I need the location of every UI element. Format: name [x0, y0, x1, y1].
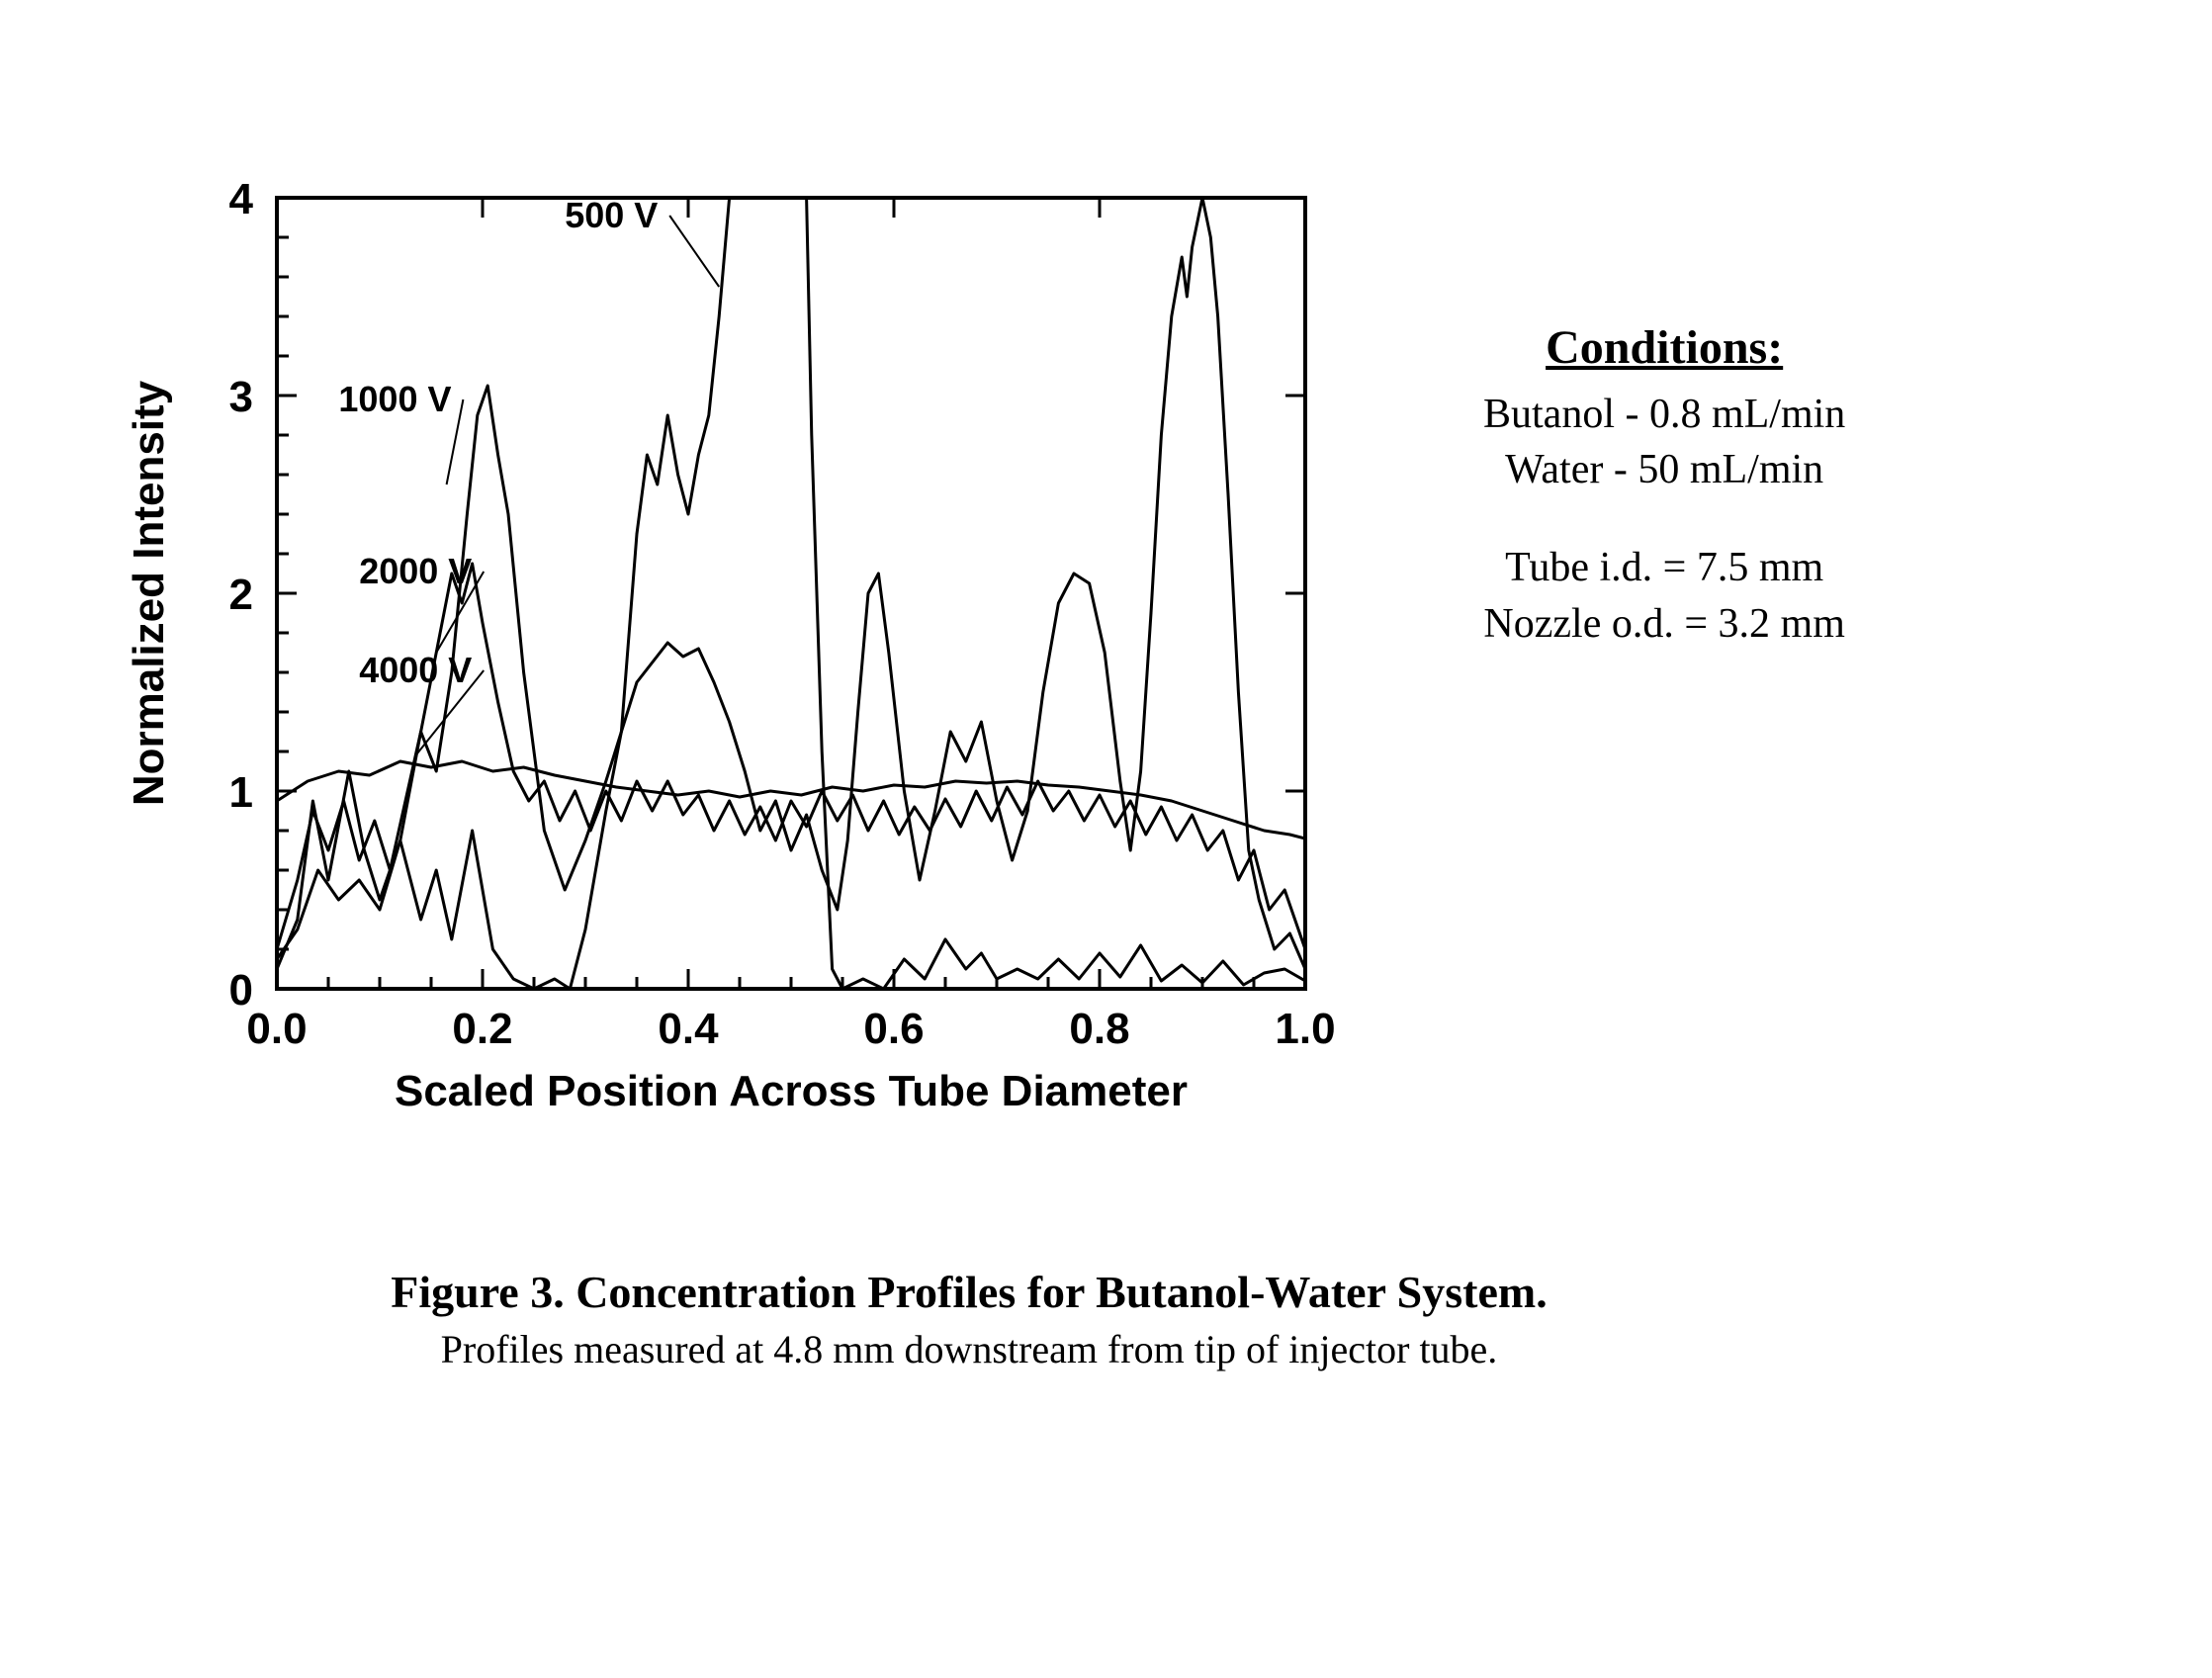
- conditions-line: Water - 50 mL/min: [1483, 442, 1845, 498]
- svg-text:2: 2: [229, 571, 253, 619]
- conditions-panel: Conditions: Butanol - 0.8 mL/min Water -…: [1483, 316, 1845, 653]
- conditions-line: Butanol - 0.8 mL/min: [1483, 387, 1845, 443]
- conditions-line: Tube i.d. = 7.5 mm: [1483, 540, 1845, 596]
- svg-text:3: 3: [229, 373, 253, 421]
- caption-subtitle: Profiles measured at 4.8 mm downstream f…: [178, 1326, 1760, 1372]
- svg-text:1.0: 1.0: [1275, 1005, 1335, 1053]
- series-annotation: 1000 V: [338, 379, 451, 419]
- annotation-leader: [669, 216, 719, 287]
- series-annotation: 4000 V: [359, 650, 472, 690]
- svg-text:Normalized Intensity: Normalized Intensity: [125, 380, 173, 806]
- svg-text:0.4: 0.4: [658, 1005, 719, 1053]
- conditions-title: Conditions:: [1483, 316, 1845, 381]
- caption-title: Figure 3. Concentration Profiles for But…: [178, 1266, 1760, 1318]
- svg-text:4: 4: [229, 175, 254, 223]
- concentration-profile-chart: 0.0 0.2 0.4 0.6 0.8 1.0 0 1 2 3 4 Scaled Position A…: [99, 158, 1424, 1157]
- chart-and-conditions-row: 0.0 0.2 0.4 0.6 0.8 1.0 0 1 2 3 4 Scaled Position A…: [99, 158, 2113, 1157]
- svg-text:0: 0: [229, 966, 253, 1015]
- figure-caption: Figure 3. Concentration Profiles for But…: [178, 1266, 1760, 1372]
- svg-text:1: 1: [229, 768, 253, 817]
- series-annotation: 2000 V: [359, 551, 472, 591]
- svg-text:0.6: 0.6: [863, 1005, 924, 1053]
- figure-container: 0.0 0.2 0.4 0.6 0.8 1.0 0 1 2 3 4 Scaled Position A…: [99, 158, 2113, 1372]
- series-annotation: 500 V: [565, 195, 658, 235]
- svg-text:0.8: 0.8: [1069, 1005, 1129, 1053]
- svg-text:0.2: 0.2: [452, 1005, 512, 1053]
- conditions-line: Nozzle o.d. = 3.2 mm: [1483, 596, 1845, 653]
- svg-text:Scaled Position Across Tube Di: Scaled Position Across Tube Diameter: [395, 1067, 1188, 1115]
- svg-text:0.0: 0.0: [246, 1005, 307, 1053]
